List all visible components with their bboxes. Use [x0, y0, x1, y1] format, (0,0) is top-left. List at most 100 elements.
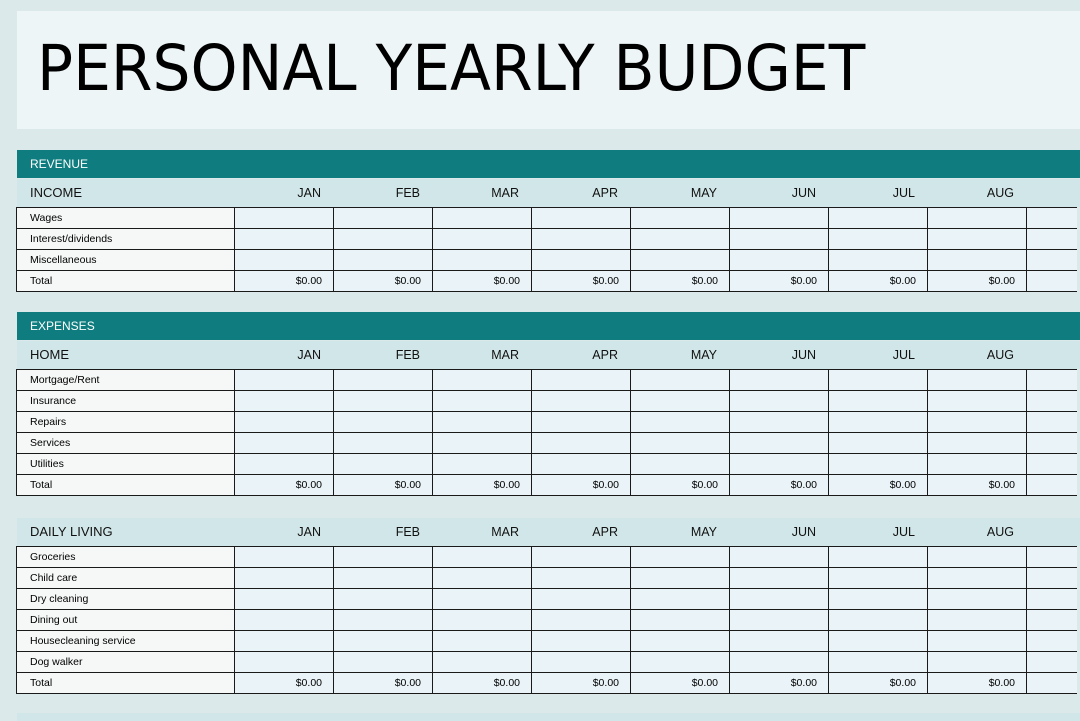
amount-cell[interactable]: [729, 369, 829, 391]
amount-cell[interactable]: [531, 390, 631, 412]
amount-cell[interactable]: [630, 411, 730, 433]
amount-cell[interactable]: [234, 567, 334, 589]
amount-cell[interactable]: [828, 249, 928, 271]
amount-cell[interactable]: [432, 567, 532, 589]
amount-cell[interactable]: [630, 588, 730, 610]
amount-cell[interactable]: [531, 588, 631, 610]
amount-cell[interactable]: [1026, 207, 1077, 229]
amount-cell[interactable]: [333, 411, 433, 433]
amount-cell[interactable]: [927, 411, 1027, 433]
amount-cell[interactable]: [1026, 567, 1077, 589]
amount-cell[interactable]: [927, 228, 1027, 250]
amount-cell[interactable]: [234, 390, 334, 412]
amount-cell[interactable]: [432, 369, 532, 391]
amount-cell[interactable]: [729, 630, 829, 652]
amount-cell[interactable]: [432, 609, 532, 631]
amount-cell[interactable]: [828, 546, 928, 568]
amount-cell[interactable]: [333, 207, 433, 229]
amount-cell[interactable]: [333, 546, 433, 568]
amount-cell[interactable]: [927, 609, 1027, 631]
amount-cell[interactable]: [1026, 369, 1077, 391]
amount-cell[interactable]: [333, 453, 433, 475]
amount-cell[interactable]: [234, 432, 334, 454]
amount-cell[interactable]: [927, 588, 1027, 610]
amount-cell[interactable]: [729, 390, 829, 412]
amount-cell[interactable]: [630, 651, 730, 673]
amount-cell[interactable]: [927, 249, 1027, 271]
amount-cell[interactable]: [630, 567, 730, 589]
amount-cell[interactable]: [432, 228, 532, 250]
amount-cell[interactable]: [1026, 411, 1077, 433]
amount-cell[interactable]: [828, 609, 928, 631]
amount-cell[interactable]: [333, 432, 433, 454]
amount-cell[interactable]: [1026, 630, 1077, 652]
amount-cell[interactable]: [729, 546, 829, 568]
amount-cell[interactable]: [927, 453, 1027, 475]
amount-cell[interactable]: [927, 432, 1027, 454]
amount-cell[interactable]: [531, 228, 631, 250]
amount-cell[interactable]: [630, 249, 730, 271]
amount-cell[interactable]: [333, 609, 433, 631]
amount-cell[interactable]: [630, 546, 730, 568]
amount-cell[interactable]: [234, 207, 334, 229]
amount-cell[interactable]: [828, 567, 928, 589]
amount-cell[interactable]: [828, 369, 928, 391]
amount-cell[interactable]: [333, 567, 433, 589]
amount-cell[interactable]: [531, 249, 631, 271]
amount-cell[interactable]: [432, 588, 532, 610]
amount-cell[interactable]: [1026, 228, 1077, 250]
amount-cell[interactable]: [432, 546, 532, 568]
amount-cell[interactable]: [1026, 249, 1077, 271]
amount-cell[interactable]: [234, 651, 334, 673]
amount-cell[interactable]: [1026, 453, 1077, 475]
amount-cell[interactable]: [531, 609, 631, 631]
amount-cell[interactable]: [729, 207, 829, 229]
amount-cell[interactable]: [333, 369, 433, 391]
amount-cell[interactable]: [630, 432, 730, 454]
amount-cell[interactable]: [828, 453, 928, 475]
amount-cell[interactable]: [729, 588, 829, 610]
amount-cell[interactable]: [927, 651, 1027, 673]
amount-cell[interactable]: [333, 588, 433, 610]
amount-cell[interactable]: [927, 630, 1027, 652]
amount-cell[interactable]: [729, 432, 829, 454]
amount-cell[interactable]: [432, 249, 532, 271]
amount-cell[interactable]: [531, 453, 631, 475]
amount-cell[interactable]: [234, 630, 334, 652]
amount-cell[interactable]: [432, 432, 532, 454]
amount-cell[interactable]: [630, 207, 730, 229]
amount-cell[interactable]: [432, 651, 532, 673]
amount-cell[interactable]: [432, 453, 532, 475]
amount-cell[interactable]: [828, 411, 928, 433]
amount-cell[interactable]: [729, 609, 829, 631]
amount-cell[interactable]: [1026, 546, 1077, 568]
amount-cell[interactable]: [729, 249, 829, 271]
amount-cell[interactable]: [531, 546, 631, 568]
amount-cell[interactable]: [531, 432, 631, 454]
amount-cell[interactable]: [432, 411, 532, 433]
amount-cell[interactable]: [531, 630, 631, 652]
amount-cell[interactable]: [828, 651, 928, 673]
amount-cell[interactable]: [234, 588, 334, 610]
amount-cell[interactable]: [234, 411, 334, 433]
amount-cell[interactable]: [927, 567, 1027, 589]
amount-cell[interactable]: [630, 369, 730, 391]
amount-cell[interactable]: [333, 228, 433, 250]
amount-cell[interactable]: [234, 228, 334, 250]
amount-cell[interactable]: [927, 369, 1027, 391]
amount-cell[interactable]: [927, 207, 1027, 229]
amount-cell[interactable]: [828, 207, 928, 229]
amount-cell[interactable]: [531, 411, 631, 433]
amount-cell[interactable]: [1026, 609, 1077, 631]
amount-cell[interactable]: [828, 228, 928, 250]
amount-cell[interactable]: [432, 630, 532, 652]
amount-cell[interactable]: [1026, 588, 1077, 610]
amount-cell[interactable]: [333, 249, 433, 271]
amount-cell[interactable]: [333, 651, 433, 673]
amount-cell[interactable]: [927, 546, 1027, 568]
amount-cell[interactable]: [729, 411, 829, 433]
amount-cell[interactable]: [729, 567, 829, 589]
amount-cell[interactable]: [1026, 390, 1077, 412]
amount-cell[interactable]: [828, 588, 928, 610]
amount-cell[interactable]: [729, 228, 829, 250]
